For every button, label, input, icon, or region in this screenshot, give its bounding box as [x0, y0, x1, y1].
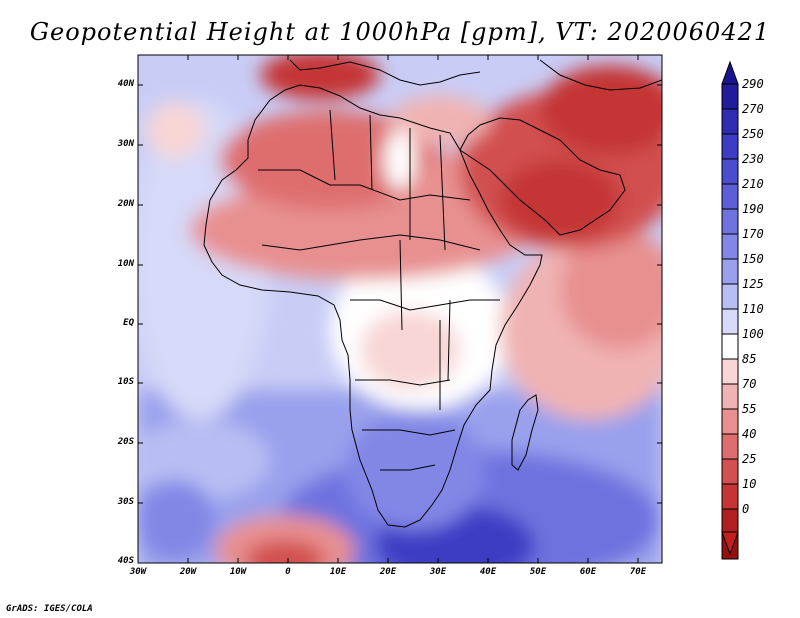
colorbar-cell: [721, 108, 739, 135]
colorbar-label-85: 85: [742, 352, 757, 366]
colorbar: [721, 60, 739, 560]
colorbar-label-0: 0: [742, 502, 750, 516]
colorbar-cell: [721, 133, 739, 160]
colorbar-label-230: 230: [742, 152, 764, 166]
lat-label-20n: 20N: [117, 199, 134, 209]
colorbar-cell: [721, 183, 739, 210]
colorbar-label-170: 170: [742, 227, 764, 241]
colorbar-label-190: 190: [742, 202, 764, 216]
lon-label-0: 0: [285, 567, 291, 577]
lon-label-30w: 30W: [129, 567, 147, 577]
colorbar-cell: [721, 508, 739, 535]
colorbar-cell: [721, 433, 739, 460]
colorbar-cell: [721, 483, 739, 510]
colorbar-label-250: 250: [742, 127, 764, 141]
colorbar-label-125: 125: [742, 277, 764, 291]
colorbar-cell: [721, 408, 739, 435]
lon-label-30e: 30E: [429, 567, 447, 577]
colorbar-cell: [721, 258, 739, 285]
lon-label-20w: 20W: [179, 567, 197, 577]
colorbar-cell: [721, 283, 739, 310]
lat-label-20s: 20S: [117, 437, 134, 447]
colorbar-label-10: 10: [742, 477, 757, 491]
colorbar-cell: [721, 158, 739, 185]
colorbar-label-40: 40: [742, 427, 757, 441]
lon-label-20e: 20E: [379, 567, 397, 577]
grads-credit: GrADS: IGES/COLA: [6, 604, 93, 614]
colorbar-label-210: 210: [742, 177, 764, 191]
lon-label-60e: 60E: [579, 567, 597, 577]
colorbar-cell: [721, 308, 739, 335]
axis-ticks: [138, 55, 662, 563]
lon-label-10w: 10W: [229, 567, 247, 577]
colorbar-cell: [721, 358, 739, 385]
colorbar-label-25: 25: [742, 452, 757, 466]
colorbar-cell: [721, 333, 739, 360]
map-title: Geopotential Height at 1000hPa [gpm], VT…: [29, 18, 771, 46]
lon-label-70e: 70E: [629, 567, 647, 577]
colorbar-label-70: 70: [742, 377, 757, 391]
colorbar-cell: [721, 383, 739, 410]
lon-label-50e: 50E: [529, 567, 547, 577]
lon-label-40e: 40E: [479, 567, 497, 577]
colorbar-cell: [721, 208, 739, 235]
height-field: [138, 55, 662, 563]
colorbar-label-270: 270: [742, 102, 764, 116]
colorbar-label-100: 100: [742, 327, 764, 341]
colorbar-label-290: 290: [742, 77, 764, 91]
colorbar-top-arrow: [721, 60, 739, 85]
lat-label-10s: 10S: [117, 377, 134, 387]
colorbar-label-55: 55: [742, 402, 757, 416]
colorbar-cell: [721, 83, 739, 110]
plot-frame: [137, 54, 663, 564]
lat-label-30n: 30N: [117, 139, 134, 149]
colorbar-cell: [721, 458, 739, 485]
lat-label-30s: 30S: [117, 497, 134, 507]
colorbar-label-150: 150: [742, 252, 764, 266]
lat-label-40n: 40N: [117, 79, 134, 89]
colorbar-label-110: 110: [742, 302, 764, 316]
colorbar-cell: [721, 233, 739, 260]
colorbar-bottom-arrow: [721, 531, 739, 556]
lat-label-10n: 10N: [117, 259, 134, 269]
lat-label-eq: EQ: [123, 318, 134, 328]
coastlines: [203, 59, 662, 528]
lon-label-10e: 10E: [329, 567, 347, 577]
lat-label-40s: 40S: [117, 556, 134, 566]
